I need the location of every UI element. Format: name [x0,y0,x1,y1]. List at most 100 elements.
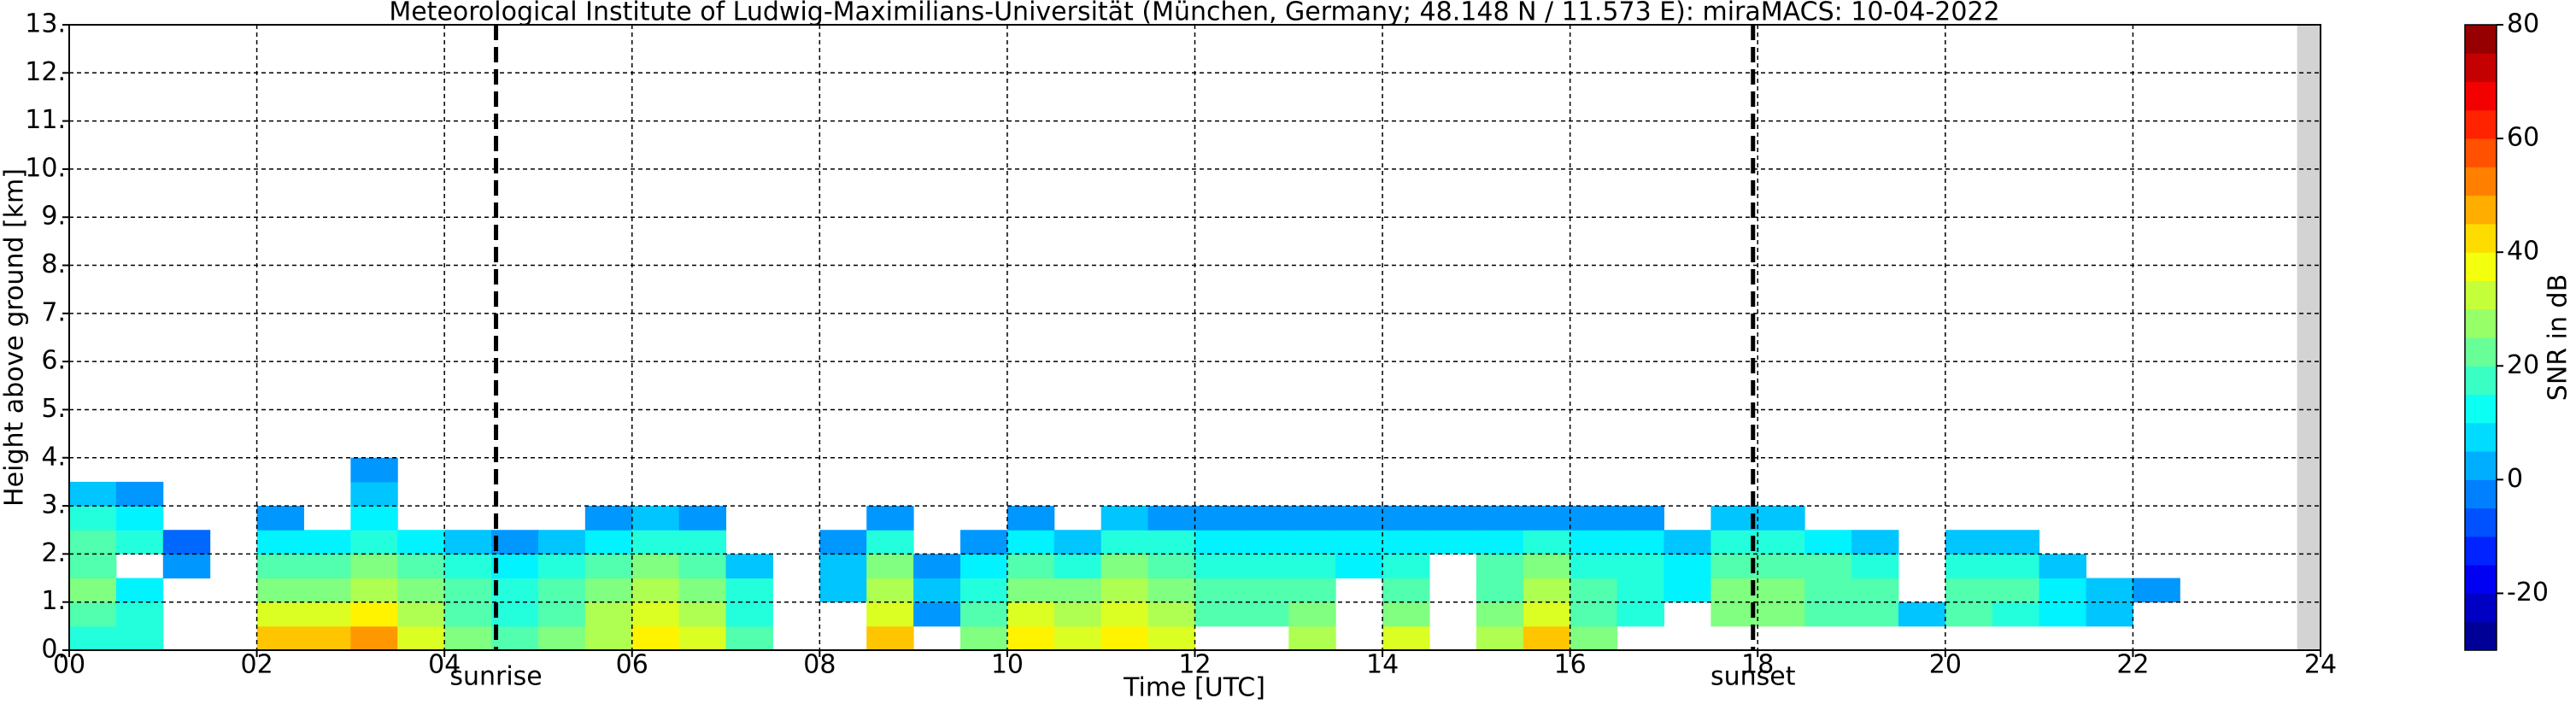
heatmap-cell [1992,530,2040,554]
heatmap-cell [115,506,164,531]
colorbar-segment [2465,25,2497,54]
chart-title: Meteorological Institute of Ludwig-Maxim… [389,0,1999,27]
heatmap-cell [1570,554,1618,579]
heatmap-cell [1288,578,1336,603]
colorbar-segment [2465,308,2497,338]
heatmap-cell [350,530,398,554]
heatmap-cell [256,554,304,579]
heatmap-cell [350,481,398,507]
heatmap-cell [537,554,586,579]
heatmap-cell [1710,578,1758,603]
heatmap-cell [397,625,445,651]
heatmap-cell [444,530,492,554]
x-tick-label: 16 [1554,650,1587,680]
heatmap-cell [1194,554,1242,579]
y-tick-label: 2. [41,538,66,568]
heatmap-cell [1053,554,1102,579]
heatmap-cell [1241,601,1289,627]
heatmap-cell [350,625,398,651]
heatmap-cell [631,530,680,554]
heatmap-cell [537,625,586,651]
heatmap-cell [491,578,539,603]
heatmap-cell [1006,530,1055,554]
heatmap-cell [444,601,492,627]
heatmap-cell [1523,530,1571,554]
heatmap-cell [2039,578,2087,603]
heatmap-cell [1147,578,1195,603]
heatmap-cell [1006,506,1055,531]
heatmap-cell [69,506,117,531]
heatmap-cell [1992,601,2040,627]
heatmap-cell [303,601,351,627]
heatmap-cell [1241,554,1289,579]
heatmap-cell [1382,530,1430,554]
heatmap-cell [678,506,727,531]
heatmap-cell [491,601,539,627]
heatmap-cell [1523,625,1571,651]
heatmap-cell [537,601,586,627]
colorbar-segment [2465,138,2497,167]
heatmap-cell [725,554,773,579]
heatmap-cell [1851,578,1899,603]
heatmap-cell [1617,506,1664,531]
heatmap-cell [1053,578,1102,603]
heatmap-cell [678,554,727,579]
heatmap-cell [1617,554,1664,579]
colorbar-segment [2465,252,2497,281]
heatmap-cell [866,601,914,627]
plot-frame [68,24,2321,651]
colorbar-segment [2465,422,2497,452]
y-tick-label: 1. [41,586,66,616]
y-tick-label: 11. [25,105,66,135]
heatmap-cell [162,554,211,579]
colorbar-tick-label: 80 [2507,9,2539,39]
y-tick-label: 9. [41,202,66,232]
heatmap-cell [960,625,1008,651]
heatmap-cell [1241,530,1289,554]
heatmap-cell [350,506,398,531]
heatmap-cell [1851,601,1899,627]
heatmap-cell [1335,506,1383,531]
heatmap-cell [584,601,633,627]
heatmap-cell [678,601,727,627]
heatmap-cell [1147,506,1195,531]
heatmap-cell [1476,506,1524,531]
heatmap-cell [1476,625,1524,651]
heatmap-cell [1757,601,1805,627]
no-data-region [2297,25,2321,650]
heatmap-cell [1570,506,1618,531]
heatmap-cell [1992,554,2040,579]
heatmap-cell [1945,601,1993,627]
heatmap-cell [115,481,164,507]
y-tick-label: 8. [41,249,66,279]
heatmap-cell [115,625,164,651]
heatmap-cell [1617,530,1664,554]
heatmap-cell [115,578,164,603]
heatmap-cell [960,554,1008,579]
heatmap-cell [960,530,1008,554]
heatmap-cell [1851,530,1899,554]
heatmap-cell [1006,625,1055,651]
heatmap-cell [303,554,351,579]
heatmap-cell [1194,506,1242,531]
heatmap-cell [960,578,1008,603]
heatmap-cell [1006,554,1055,579]
heatmap-cell [397,601,445,627]
heatmap-cell [1100,601,1149,627]
colorbar-segment [2465,109,2497,139]
heatmap-cell [1006,578,1055,603]
heatmap-cell [725,625,773,651]
colorbar-tick-label: -20 [2507,578,2549,607]
heatmap-cell [256,578,304,603]
heatmap-cell [1147,554,1195,579]
colorbar-tick-label: 60 [2507,123,2539,153]
y-axis-label: Height above ground [km] [0,168,30,507]
heatmap-cell [1053,530,1102,554]
heatmap-cell [1757,554,1805,579]
heatmap-cell [1335,554,1383,579]
heatmap-cell [1570,530,1618,554]
heatmap-cell [350,601,398,627]
heatmap-cell [2086,578,2133,603]
heatmap-cell [303,578,351,603]
heatmap-cell [678,578,727,603]
